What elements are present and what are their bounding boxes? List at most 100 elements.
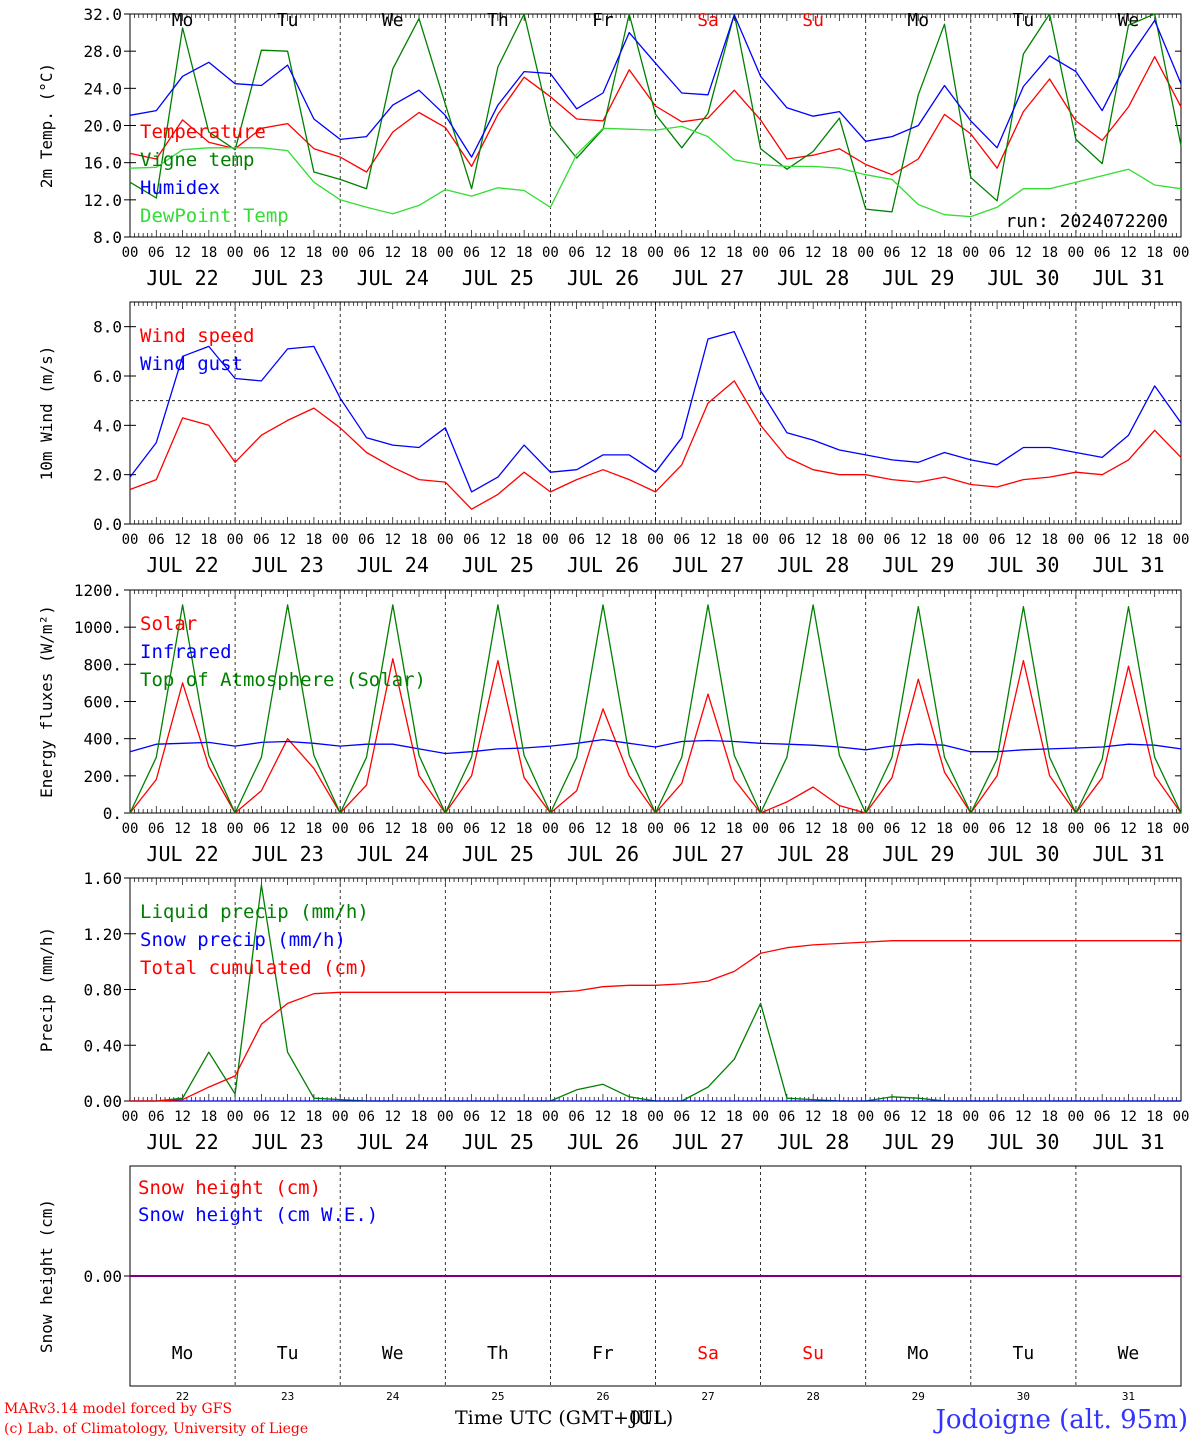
- x-hour-label: 18: [1041, 245, 1058, 261]
- x-hour-label: 00: [122, 245, 139, 261]
- weekday-label: Tu: [1013, 1343, 1035, 1364]
- station-name: Jodoigne (alt. 95m): [932, 1405, 1188, 1435]
- x-hour-label: 18: [411, 1109, 428, 1125]
- weekday-label: Su: [802, 1343, 824, 1364]
- x-hour-label: 18: [831, 821, 848, 837]
- footer: MARv3.14 model forced by GFS (c) Lab. of…: [4, 1401, 1188, 1437]
- legend-entry: Infrared: [140, 641, 232, 663]
- x-hour-label: 12: [384, 821, 401, 837]
- x-hour-label: 00: [647, 532, 664, 548]
- x-day-label: JUL 29: [882, 266, 954, 290]
- x-day-label: JUL 25: [462, 842, 534, 866]
- x-hour-label: 00: [1173, 1109, 1190, 1125]
- legend-entry: Solar: [140, 613, 197, 635]
- x-hour-label: 00: [542, 821, 559, 837]
- x-hour-label: 12: [700, 821, 717, 837]
- x-hour-label: 00: [857, 821, 874, 837]
- y-tick-label: 0.40: [83, 1036, 122, 1055]
- y-tick-label: 1200.: [74, 581, 122, 600]
- x-day-label: JUL 31: [1092, 1130, 1164, 1154]
- weekday-label: Th: [487, 10, 509, 31]
- x-day-label: JUL 30: [987, 553, 1059, 577]
- x-day-label: JUL 23: [252, 842, 324, 866]
- x-day-label: JUL 26: [567, 266, 639, 290]
- x-hour-label: 12: [384, 1109, 401, 1125]
- x-day-label: JUL 25: [462, 1130, 534, 1154]
- weekday-label: Su: [802, 10, 824, 31]
- x-hour-label: 18: [621, 821, 638, 837]
- x-day-label: JUL 22: [146, 1130, 218, 1154]
- weekday-label: Fr: [592, 1343, 614, 1364]
- x-day-label: JUL 24: [357, 1130, 429, 1154]
- x-hour-label: 06: [463, 245, 480, 261]
- x-hour-label: 18: [936, 532, 953, 548]
- y-tick-label: 8.0: [93, 318, 122, 337]
- x-day-label: JUL 30: [987, 1130, 1059, 1154]
- x-day-number: 29: [912, 1390, 925, 1403]
- x-hour-label: 18: [200, 1109, 217, 1125]
- panel-2: 0.0 2.0 4.0 6.0 8.0 10m Wind (m/s) 00 06 12 18 JUL…: [37, 301, 1190, 577]
- x-day-number: 24: [386, 1390, 400, 1403]
- x-hour-label: 18: [936, 245, 953, 261]
- x-hour-label: 00: [1067, 821, 1084, 837]
- y-tick-label: 20.0: [83, 117, 122, 136]
- credit-line-1: MARv3.14 model forced by GFS: [4, 1401, 232, 1417]
- x-hour-label: 00: [227, 532, 244, 548]
- x-hour-label: 12: [1120, 821, 1137, 837]
- x-hour-label: 00: [122, 1109, 139, 1125]
- y-tick-label: 16.0: [83, 154, 122, 173]
- x-hour-label: 12: [700, 245, 717, 261]
- x-hour-label: 18: [1041, 532, 1058, 548]
- x-hour-label: 18: [200, 245, 217, 261]
- weekday-label: We: [1118, 10, 1140, 31]
- x-hour-label: 12: [384, 245, 401, 261]
- x-hour-label: 00: [1173, 532, 1190, 548]
- x-hour-label: 06: [148, 245, 165, 261]
- x-hour-label: 00: [857, 245, 874, 261]
- x-day-label: JUL 28: [777, 1130, 849, 1154]
- x-hour-label: 06: [778, 245, 795, 261]
- x-hour-label: 18: [516, 532, 533, 548]
- x-day-label: JUL 28: [777, 553, 849, 577]
- y-axis-label: Energy fluxes (W/m²): [37, 605, 56, 798]
- x-day-label: JUL 25: [462, 266, 534, 290]
- x-hour-label: 12: [384, 532, 401, 548]
- weekday-label: We: [382, 1343, 404, 1364]
- weekday-label: Mo: [907, 1343, 929, 1364]
- x-hour-label: 12: [805, 1109, 822, 1125]
- x-hour-label: 18: [1041, 1109, 1058, 1125]
- weekday-label: We: [382, 10, 404, 31]
- x-hour-label: 06: [358, 245, 375, 261]
- x-hour-label: 18: [831, 532, 848, 548]
- legend-entry: Temperature: [140, 121, 266, 143]
- x-day-number: 26: [596, 1390, 609, 1403]
- x-hour-label: 18: [726, 821, 743, 837]
- x-hour-label: 06: [884, 821, 901, 837]
- x-hour-label: 18: [726, 1109, 743, 1125]
- y-tick-label: 200.: [83, 767, 122, 786]
- x-day-label: JUL 29: [882, 1130, 954, 1154]
- x-hour-label: 18: [305, 1109, 322, 1125]
- y-tick-label: 1000.: [74, 618, 122, 637]
- x-hour-label: 00: [647, 1109, 664, 1125]
- x-day-number: 25: [491, 1390, 504, 1403]
- y-tick-label: 0.00: [83, 1267, 122, 1286]
- x-hour-label: 06: [568, 821, 585, 837]
- x-hour-label: 00: [1173, 245, 1190, 261]
- x-hour-label: 12: [489, 821, 506, 837]
- y-tick-label: 28.0: [83, 42, 122, 61]
- x-hour-label: 12: [174, 1109, 191, 1125]
- x-hour-label: 18: [1146, 245, 1163, 261]
- series-line-1-3: [129, 14, 1182, 158]
- x-hour-label: 12: [279, 532, 296, 548]
- x-day-label: JUL 30: [987, 842, 1059, 866]
- x-hour-label: 12: [279, 821, 296, 837]
- x-hour-label: 00: [437, 532, 454, 548]
- x-hour-label: 06: [253, 245, 270, 261]
- series-line-2-1: [129, 380, 1182, 510]
- series-line-3-3: [129, 604, 1182, 814]
- x-hour-label: 06: [253, 532, 270, 548]
- x-day-number: 23: [281, 1390, 294, 1403]
